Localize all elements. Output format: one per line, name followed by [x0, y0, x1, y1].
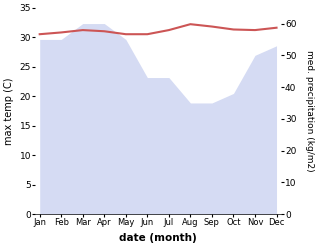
Y-axis label: max temp (C): max temp (C) [4, 77, 14, 145]
Y-axis label: med. precipitation (kg/m2): med. precipitation (kg/m2) [305, 50, 314, 172]
X-axis label: date (month): date (month) [119, 233, 197, 243]
